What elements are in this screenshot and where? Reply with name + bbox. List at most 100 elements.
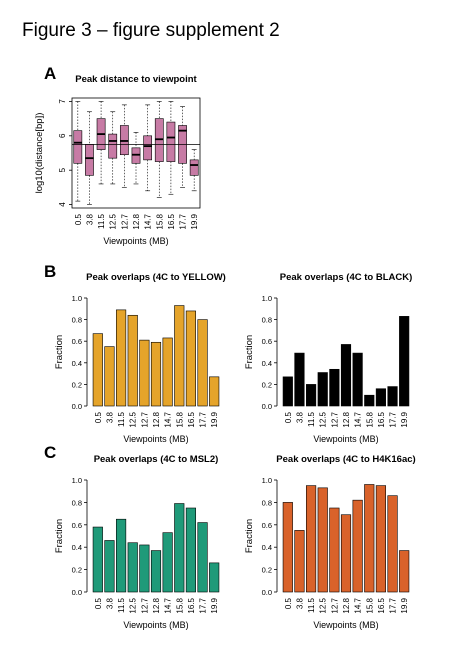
x-tick-label: 12.8 (132, 213, 141, 229)
x-tick-label: 12.5 (319, 597, 328, 613)
x-tick-label: 14.7 (144, 213, 153, 229)
y-tick-label: 1.0 (72, 476, 82, 485)
x-tick-label: 0.5 (74, 213, 83, 225)
page-title: Figure 3 – figure supplement 2 (22, 20, 280, 41)
bar (294, 352, 305, 407)
x-tick-label: 17.7 (179, 213, 188, 229)
y-tick-label: 1.0 (72, 294, 82, 303)
chart-svg: Peak overlaps (4C to H4K16ac) Fraction 0.5… (244, 454, 416, 630)
y-tick-label: 0.0 (262, 588, 272, 597)
chart-title: Peak overlaps (4C to BLACK) (280, 272, 413, 283)
bar (340, 514, 352, 593)
x-tick-label: 16.5 (377, 411, 386, 427)
y-tick-label: 0.8 (262, 498, 272, 507)
y-tick-label: 0.6 (262, 521, 272, 530)
chart-overlap-msl2: Peak overlaps (4C to MSL2) Fraction 0.5 3.8… (40, 450, 230, 630)
y-axis-label: Fraction (54, 335, 65, 369)
x-tick-label: 17.7 (199, 411, 208, 427)
bar (340, 344, 352, 407)
bar (329, 368, 340, 407)
x-tick-label: 16.5 (187, 597, 196, 613)
bar (399, 550, 410, 593)
box (73, 130, 83, 164)
y-tick-label: 0.4 (72, 359, 82, 368)
x-tick-label: 11.5 (307, 411, 316, 427)
x-tick-label: 15.8 (175, 597, 184, 613)
x-tick-label: 14.7 (164, 411, 173, 427)
bar (104, 540, 115, 593)
x-tick-label: 12.7 (120, 213, 129, 229)
bar (329, 507, 340, 593)
y-tick-label: 4 (58, 202, 67, 207)
x-tick-label: 11.5 (117, 597, 126, 613)
x-tick-label: 11.5 (97, 213, 106, 229)
x-tick-label: 14.7 (164, 597, 173, 613)
y-tick-label: 0.2 (262, 566, 272, 575)
x-axis-label: Viewpoints (MB) (123, 434, 188, 444)
chart-overlap-h4k16ac: Peak overlaps (4C to H4K16ac) Fraction 0.5… (230, 450, 430, 630)
bar (209, 562, 220, 593)
x-tick-label: 17.7 (389, 597, 398, 613)
x-tick-label: 16.5 (187, 411, 196, 427)
x-tick-label: 0.5 (94, 597, 103, 609)
chart-svg: Peak overlaps (4C to YELLOW) Fraction 0.5 3… (54, 272, 226, 444)
x-tick-label: 3.8 (105, 411, 114, 423)
chart-title: Peak overlaps (4C to YELLOW) (86, 272, 226, 283)
x-tick-label: 15.8 (175, 411, 184, 427)
panel-letter-a: A (44, 64, 57, 83)
bar (375, 388, 386, 407)
bar (317, 372, 328, 407)
y-tick-label: 0.4 (262, 359, 272, 368)
bar (127, 314, 138, 407)
box (189, 159, 199, 176)
chart-title: Peak overlaps (4C to MSL2) (94, 454, 219, 465)
bar (174, 503, 185, 593)
x-tick-label: 15.8 (365, 597, 374, 613)
chart-peak-distance: Peak distance to viewpoint log10(distance… (20, 70, 220, 250)
bar (306, 384, 317, 407)
y-tick-label: 0.6 (262, 337, 272, 346)
y-tick-label: 0.0 (72, 588, 82, 597)
chart-title: Peak distance to viewpoint (75, 74, 197, 85)
chart-overlap-yellow: Peak overlaps (4C to YELLOW) Fraction 0.5 3… (40, 268, 230, 444)
bar (116, 309, 127, 407)
x-tick-label: 3.8 (85, 213, 94, 225)
panel-letter-c: C (44, 443, 57, 462)
y-tick-label: 0.2 (262, 380, 272, 389)
x-tick-label: 17.7 (389, 411, 398, 427)
bar (150, 550, 162, 593)
x-tick-label: 11.5 (117, 411, 126, 427)
bar (92, 333, 103, 407)
x-tick-label: 19.9 (210, 597, 219, 613)
x-tick-label: 14.7 (354, 597, 363, 613)
bar (139, 339, 150, 407)
x-tick-label: 19.9 (400, 411, 409, 427)
x-tick-label: 0.5 (94, 411, 103, 423)
x-tick-label: 12.5 (319, 411, 328, 427)
x-axis-label: Viewpoints (MB) (123, 620, 188, 630)
y-tick-label: 1.0 (262, 294, 272, 303)
bar (185, 507, 196, 593)
x-tick-label: 19.9 (400, 597, 409, 613)
x-tick-label: 19.9 (210, 411, 219, 427)
x-tick-label: 12.7 (140, 597, 149, 613)
x-axis-label: Viewpoints (MB) (313, 620, 378, 630)
x-tick-label: 3.8 (295, 597, 304, 609)
x-tick-label: 19.9 (190, 213, 199, 229)
x-axis-label: Viewpoints (MB) (103, 236, 168, 246)
y-tick-label: 0.0 (72, 402, 82, 411)
bar (306, 485, 317, 593)
chart-overlap-black: Peak overlaps (4C to BLACK) Fraction 0.5 3.… (230, 268, 430, 444)
bar (375, 485, 386, 593)
y-tick-label: 0.4 (72, 543, 82, 552)
y-tick-label: 6 (58, 133, 67, 138)
y-tick-label: 0.2 (72, 566, 82, 575)
bar (150, 341, 162, 407)
bar (104, 346, 115, 407)
x-tick-label: 12.8 (152, 597, 161, 613)
bar (127, 542, 138, 593)
y-tick-label: 0.4 (262, 543, 272, 552)
y-tick-label: 0.6 (72, 521, 82, 530)
x-tick-label: 14.7 (354, 411, 363, 427)
bar (197, 522, 208, 593)
